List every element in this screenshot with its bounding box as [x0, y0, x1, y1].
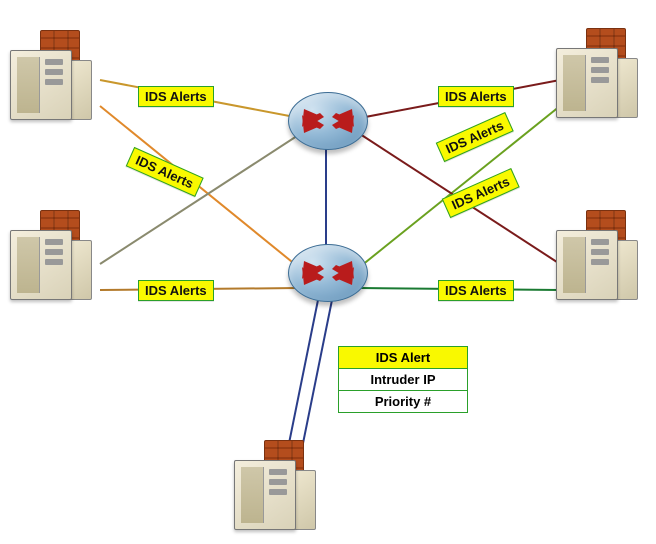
infobox-row: Intruder IP [339, 369, 467, 391]
server-icon [556, 48, 618, 118]
edge-line [100, 106, 302, 270]
server-firewall-top-right [556, 28, 648, 118]
router-arrows-icon [289, 93, 367, 149]
edge-line [356, 106, 560, 270]
server-firewall-mid-left [10, 210, 102, 300]
ids-alert-label: IDS Alerts [138, 280, 214, 301]
server-firewall-mid-right [556, 210, 648, 300]
server-firewall-top-left [10, 30, 102, 120]
ids-alert-label: IDS Alerts [438, 86, 514, 107]
ids-alert-infobox: IDS AlertIntruder IPPriority # [338, 346, 468, 413]
diagram-stage: IDS AlertIntruder IPPriority # IDS Alert… [0, 0, 656, 544]
server-firewall-bottom [234, 440, 326, 530]
server-icon [556, 230, 618, 300]
router-arrows-icon [289, 245, 367, 301]
infobox-row: Priority # [339, 391, 467, 412]
router-top [288, 92, 368, 150]
infobox-row: IDS Alert [339, 347, 467, 369]
router-bottom [288, 244, 368, 302]
ids-alert-label: IDS Alerts [126, 147, 204, 197]
server-icon [234, 460, 296, 530]
ids-alert-label: IDS Alerts [442, 168, 520, 218]
ids-alert-label: IDS Alerts [138, 86, 214, 107]
ids-alert-label: IDS Alerts [438, 280, 514, 301]
server-icon [10, 50, 72, 120]
server-icon [10, 230, 72, 300]
ids-alert-label: IDS Alerts [436, 112, 514, 162]
